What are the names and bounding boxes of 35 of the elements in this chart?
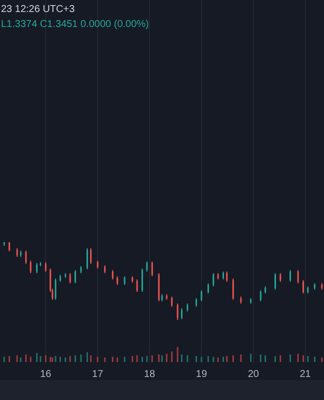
text: 23 12:26 UTC+3: [1, 4, 76, 15]
candlestick: [69, 272, 71, 284]
candlestick: [171, 296, 173, 308]
candlestick: [8, 242, 10, 252]
candlestick: [136, 278, 138, 292]
candlestick: [212, 272, 214, 287]
candlestick: [180, 308, 182, 320]
candlestick: [30, 260, 32, 274]
candlestick: [274, 272, 276, 290]
candlestick: [232, 278, 234, 300]
candlestick: [207, 282, 209, 294]
x-tick-label: 21: [300, 369, 312, 380]
x-tick-label: 17: [92, 369, 104, 380]
candlestick: [176, 303, 178, 320]
candlestick: [86, 248, 88, 270]
candlestick: [151, 261, 153, 277]
candlestick: [54, 278, 56, 300]
candlestick: [142, 268, 144, 292]
candlestick: [297, 270, 299, 284]
candlestick: [260, 290, 262, 302]
candlestick: [44, 262, 46, 272]
candlestick: [36, 262, 38, 274]
candlestick: [25, 250, 27, 264]
candlestick: [112, 270, 114, 280]
candlestick: [74, 270, 76, 284]
candlestick: [200, 290, 202, 302]
candlestick: [146, 261, 148, 272]
x-tick-label: 20: [248, 369, 260, 380]
candlestick: [90, 248, 92, 264]
x-tick-label: 19: [196, 369, 208, 380]
candlestick: [226, 271, 228, 282]
x-tick-label: 18: [144, 369, 156, 380]
text: L1.3374 C1.3451 0.0000 (0.00%): [1, 19, 149, 30]
x-tick-label: 16: [40, 369, 52, 380]
candlestick: [302, 280, 304, 294]
